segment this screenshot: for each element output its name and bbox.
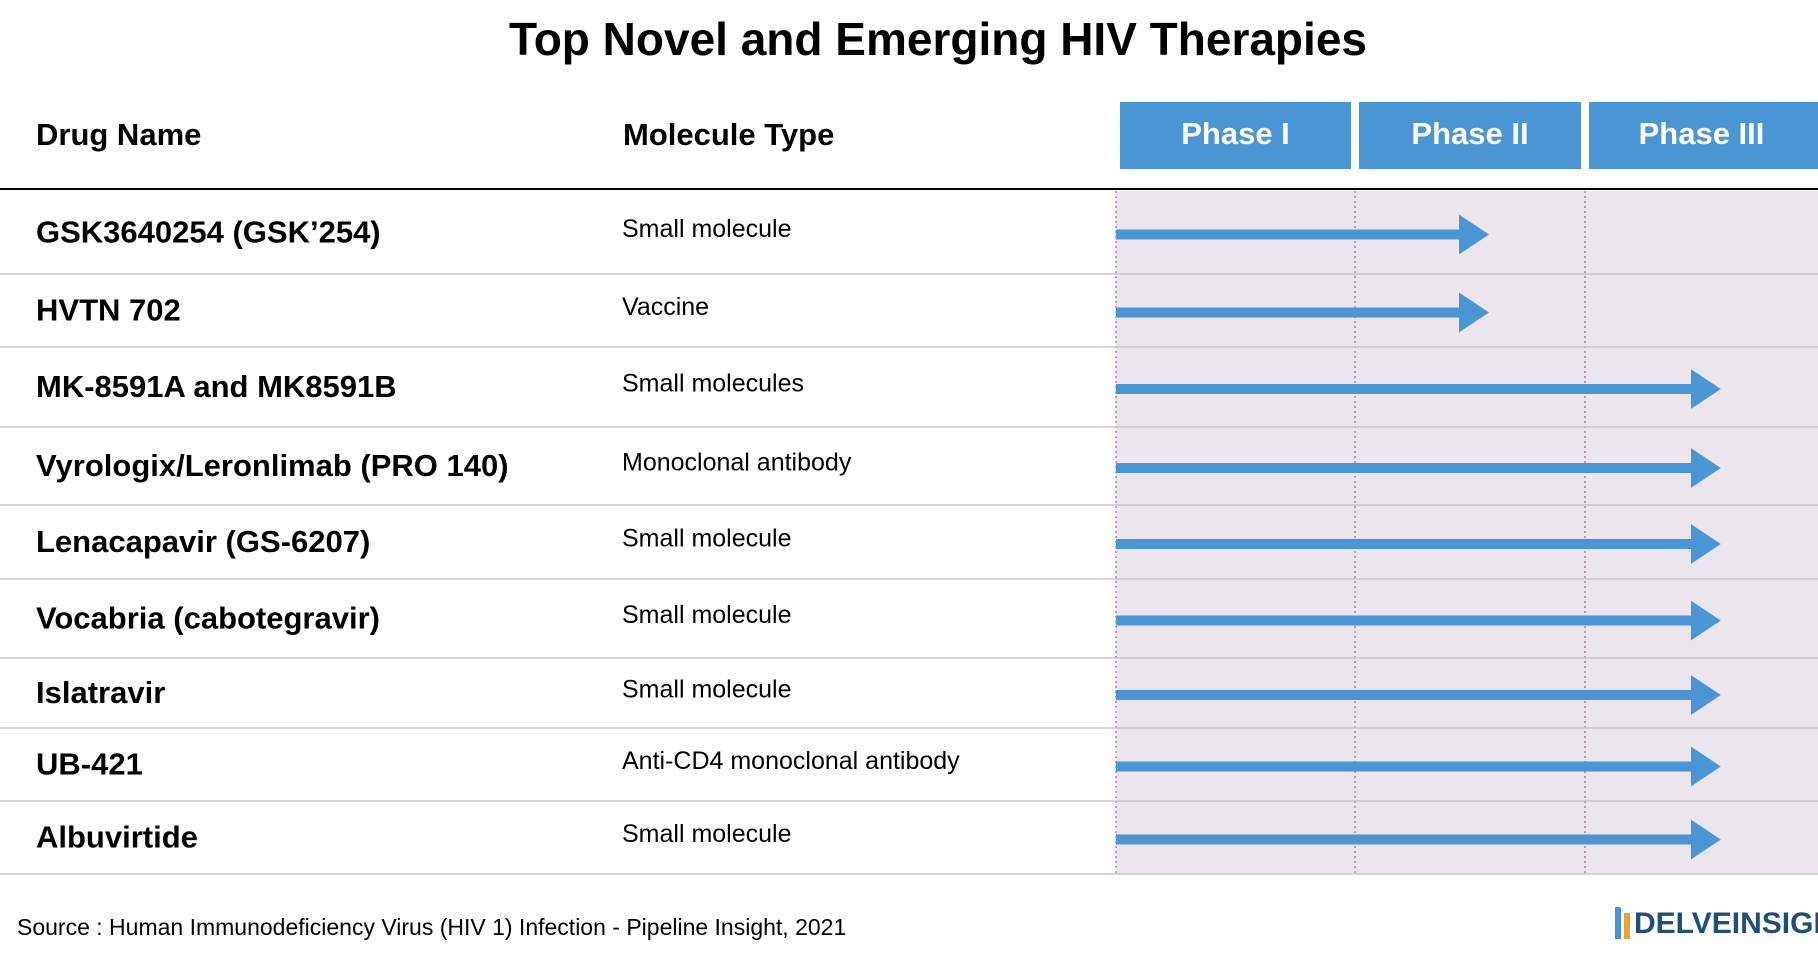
drug-name: HVTN 702	[36, 293, 181, 328]
molecule-type: Monoclonal antibody	[622, 449, 852, 477]
drug-name: GSK3640254 (GSK’254)	[36, 215, 381, 250]
drug-name: Lenacapavir (GS-6207)	[36, 524, 370, 559]
drug-name: UB-421	[36, 747, 143, 782]
phase-header-cell	[1120, 102, 1351, 169]
molecule-type: Small molecules	[622, 370, 804, 398]
title: Top Novel and Emerging HIV Therapies	[509, 13, 1367, 65]
molecule-type: Vaccine	[622, 293, 709, 321]
drug-name: Islatravir	[36, 675, 165, 710]
phase-header-cell	[1589, 102, 1818, 169]
phase-area	[1116, 191, 1818, 874]
molecule-type: Small molecule	[622, 601, 792, 629]
logo: DELVEINSIGHT	[1615, 907, 1818, 940]
drug-name: Vyrologix/Leronlimab (PRO 140)	[36, 448, 509, 483]
molecule-type: Small molecule	[622, 676, 792, 704]
drug-name: Vocabria (cabotegravir)	[36, 601, 380, 636]
phase-header: Phase II	[1411, 116, 1528, 151]
col-header: Drug Name	[36, 117, 201, 152]
col-header: Molecule Type	[623, 117, 834, 152]
molecule-type: Small molecule	[622, 215, 792, 243]
drug-name: MK-8591A and MK8591B	[36, 369, 397, 404]
source: Source : Human Immunodeficiency Virus (H…	[17, 914, 846, 940]
drug-name: Albuvirtide	[36, 820, 198, 855]
phase-header: Phase III	[1639, 116, 1765, 151]
molecule-type: Small molecule	[622, 525, 792, 553]
molecule-type: Anti-CD4 monoclonal antibody	[622, 747, 960, 775]
phase-header-cell	[1359, 102, 1581, 169]
molecule-type: Small molecule	[622, 820, 792, 848]
phase-header: Phase I	[1181, 116, 1290, 151]
logo-text: DELVEINSIGHT	[1634, 907, 1818, 940]
